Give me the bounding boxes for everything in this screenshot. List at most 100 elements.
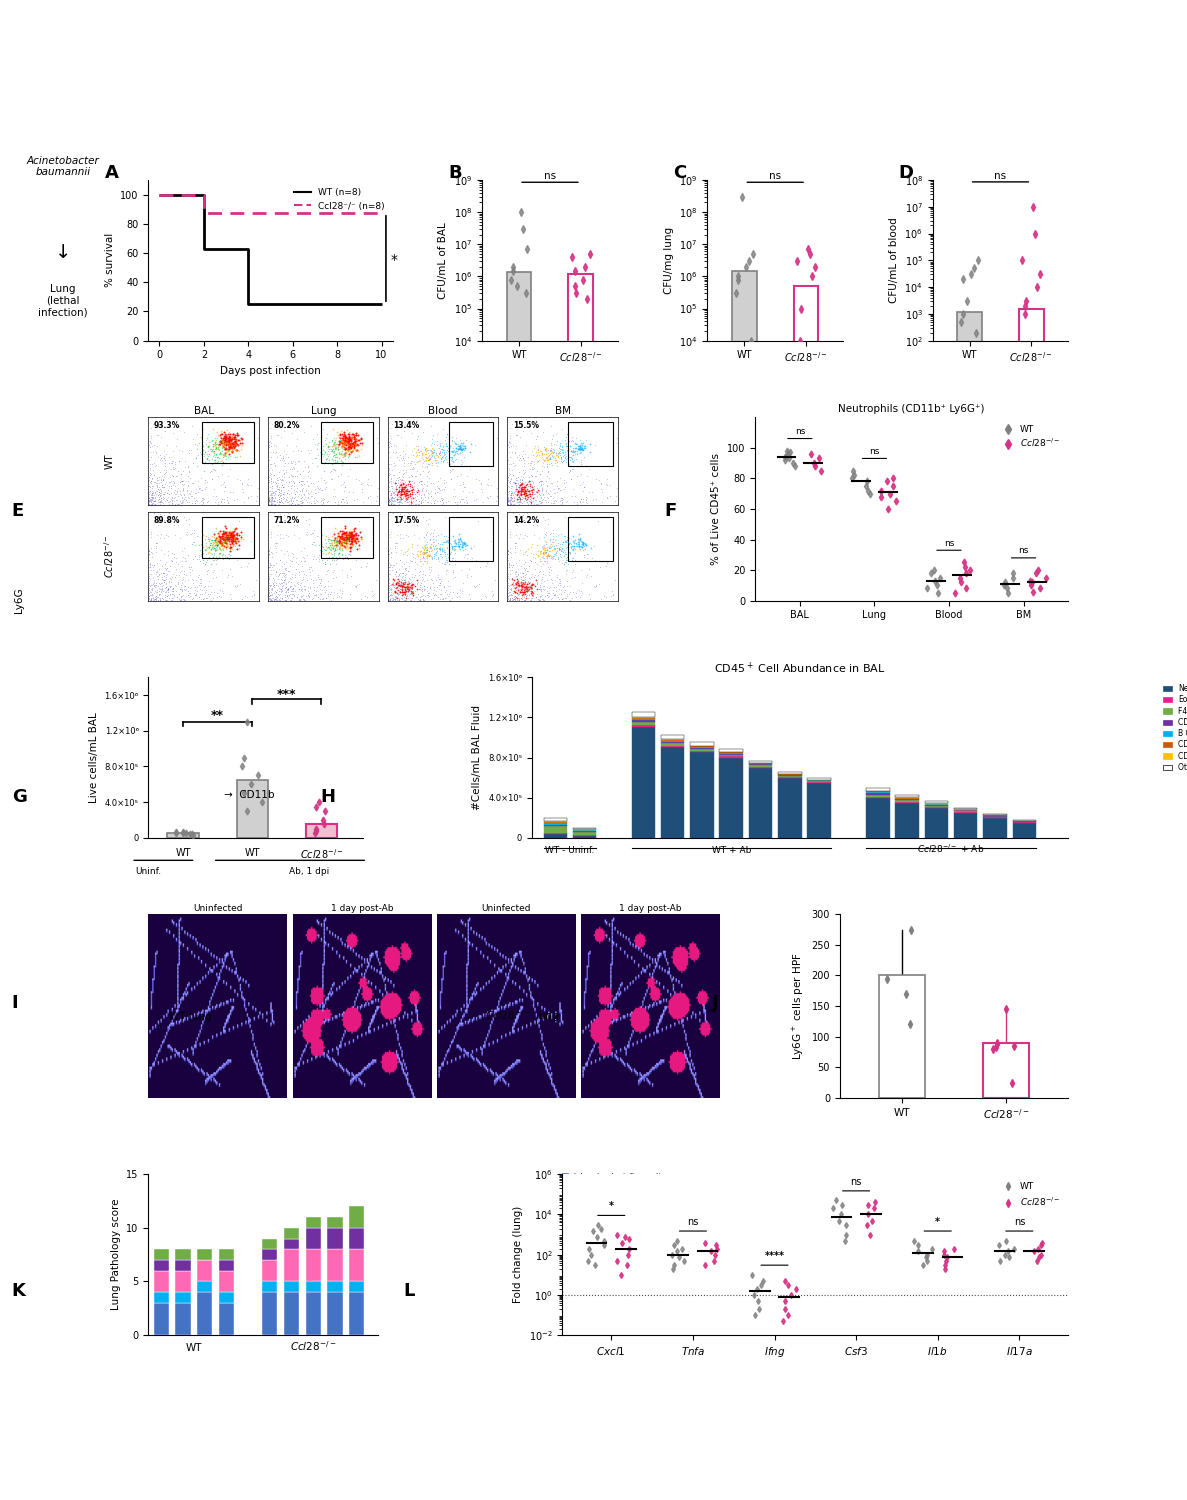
Point [313, 548, 332, 572]
Point [414, 542, 433, 566]
Point [523, 542, 542, 566]
Point [455, 435, 474, 459]
Point [154, 542, 173, 566]
Point [150, 486, 169, 510]
Point [396, 458, 415, 482]
Point [453, 430, 472, 454]
Point [401, 448, 420, 472]
Point [222, 564, 241, 588]
Point [199, 570, 218, 594]
Point [515, 574, 534, 598]
Point [506, 478, 525, 502]
Point [144, 480, 163, 504]
Point [185, 584, 204, 608]
Point [335, 444, 354, 468]
Point [547, 574, 566, 598]
Point [277, 579, 296, 603]
Point [520, 494, 539, 517]
Point [211, 579, 230, 603]
Point [158, 489, 177, 513]
Point [516, 458, 535, 482]
Point [396, 586, 415, 610]
Point [557, 528, 576, 552]
Point [418, 472, 437, 496]
Point [523, 486, 542, 510]
Point [180, 584, 199, 608]
Point [516, 478, 535, 502]
Point [284, 486, 303, 510]
Point [205, 440, 224, 464]
Point [423, 440, 442, 464]
Point [529, 470, 548, 494]
Point [513, 466, 532, 490]
Point [538, 484, 557, 508]
Point [331, 441, 350, 465]
Point [300, 580, 319, 604]
Point [414, 578, 433, 602]
Point [542, 546, 561, 570]
Point [207, 538, 226, 562]
Point [328, 534, 347, 558]
Point [380, 478, 399, 502]
Point [529, 576, 548, 600]
Point [337, 429, 356, 453]
Point [291, 489, 310, 513]
Point [534, 574, 553, 598]
Point [208, 525, 227, 549]
Point [299, 507, 318, 531]
Point [533, 459, 552, 483]
Point [512, 477, 531, 501]
Point [348, 546, 367, 570]
Point [154, 564, 173, 588]
Point [572, 471, 591, 495]
Point [291, 462, 310, 486]
Point [539, 482, 558, 506]
Point [318, 440, 337, 464]
Point [501, 466, 520, 490]
Point [222, 427, 241, 451]
Point [189, 442, 208, 466]
Point [334, 471, 353, 495]
Point [262, 492, 281, 516]
Point [141, 555, 160, 579]
Point [334, 525, 353, 549]
Point [528, 438, 547, 462]
Point [261, 446, 280, 470]
Point [205, 426, 224, 450]
Point [221, 433, 240, 457]
Point [385, 489, 404, 513]
Point [261, 433, 280, 457]
Title: Lung: Lung [311, 406, 336, 417]
Point [443, 548, 462, 572]
Point [556, 586, 575, 610]
Point [396, 482, 415, 506]
Point [191, 586, 210, 610]
Point [197, 586, 216, 610]
Point [140, 456, 159, 480]
Point [455, 438, 474, 462]
Point [264, 566, 283, 590]
Point [531, 486, 550, 510]
Point [191, 489, 210, 513]
Point [369, 430, 388, 454]
Point [325, 430, 344, 454]
Point [462, 536, 481, 560]
Point [509, 572, 528, 596]
Point [312, 540, 331, 564]
Point [217, 436, 236, 460]
Point [433, 490, 452, 514]
Point [299, 555, 318, 579]
Point [301, 586, 320, 610]
Point [430, 537, 449, 561]
Point [197, 447, 216, 471]
Point [342, 427, 361, 451]
Point [499, 468, 518, 492]
Point [280, 567, 299, 591]
Point [394, 448, 413, 472]
Point [223, 423, 242, 447]
Point [140, 588, 159, 612]
Point [217, 426, 236, 450]
Point [193, 540, 212, 564]
Point [431, 543, 450, 567]
Point [561, 440, 580, 464]
